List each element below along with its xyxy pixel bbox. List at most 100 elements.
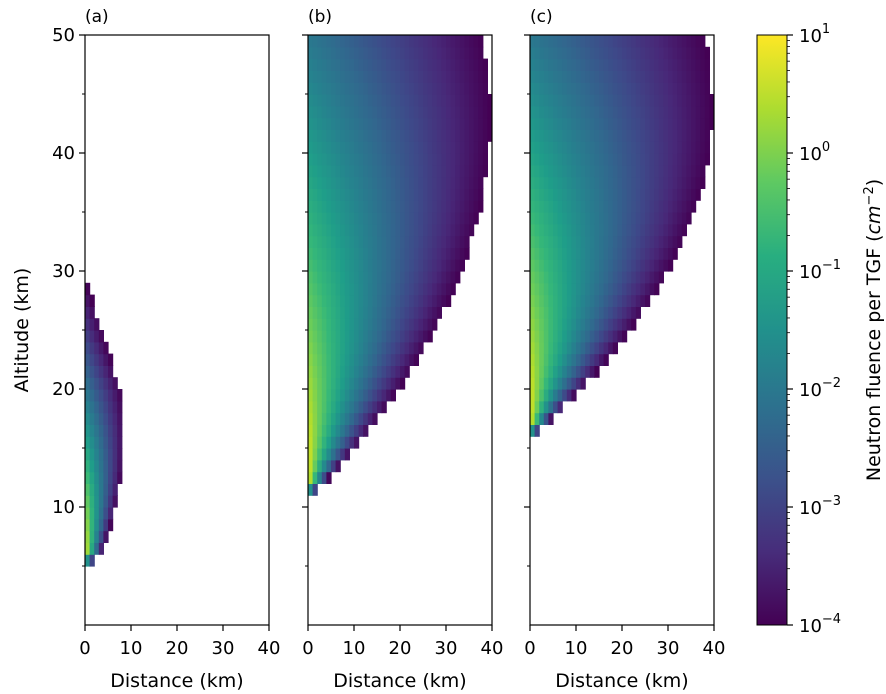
heatmap-cell — [331, 318, 337, 331]
heatmap-cell — [363, 164, 369, 178]
heatmap-cell — [566, 212, 572, 225]
heatmap-cell — [308, 412, 314, 425]
heatmap-cell — [640, 82, 646, 95]
heatmap-cell — [98, 400, 104, 414]
heatmap-cell — [668, 164, 674, 178]
heatmap-cell — [340, 82, 346, 95]
heatmap-cell — [640, 271, 646, 284]
heatmap-cell — [700, 129, 706, 142]
heatmap-cell — [543, 247, 549, 260]
heatmap-cell — [446, 94, 452, 107]
heatmap-cell — [436, 141, 442, 154]
heatmap-cell — [321, 259, 327, 272]
heatmap-cell — [539, 223, 545, 237]
heatmap-cell — [312, 318, 318, 331]
heatmap-cell — [413, 153, 419, 166]
heatmap-cell — [589, 200, 595, 213]
heatmap-cell — [478, 58, 484, 71]
heatmap-cell — [599, 82, 605, 95]
heatmap-cell — [640, 212, 646, 225]
heatmap-cell — [459, 188, 465, 201]
heatmap-cell — [585, 129, 591, 142]
heatmap-cell — [622, 212, 628, 225]
heatmap-cell — [335, 459, 341, 473]
heatmap-cell — [441, 271, 447, 284]
heatmap-cell — [626, 235, 632, 248]
heatmap-cell — [585, 365, 591, 378]
heatmap-cell — [640, 247, 646, 260]
heatmap-cell — [427, 176, 433, 189]
heatmap-cell — [89, 353, 95, 366]
heatmap-cell — [459, 129, 465, 142]
heatmap-cell — [562, 377, 568, 390]
heatmap-cell — [386, 117, 392, 130]
heatmap-cell — [668, 259, 674, 272]
heatmap-cell — [455, 141, 461, 154]
heatmap-cell — [344, 94, 350, 107]
heatmap-cell — [473, 141, 479, 154]
heatmap-cell — [695, 164, 701, 178]
heatmap-cell — [543, 306, 549, 319]
heatmap-cell — [622, 82, 628, 95]
heatmap-cell — [98, 495, 104, 508]
heatmap-cell — [645, 94, 651, 107]
heatmap-cell — [599, 176, 605, 189]
heatmap-cell — [317, 247, 323, 260]
heatmap-cell — [686, 141, 692, 154]
heatmap-cell — [543, 200, 549, 213]
heatmap-cell — [89, 518, 95, 532]
heatmap-cell — [349, 247, 355, 260]
heatmap-cell — [677, 105, 683, 119]
heatmap-cell — [367, 82, 373, 95]
heatmap-cell — [580, 153, 586, 166]
heatmap-cell — [363, 129, 369, 142]
heatmap-cell — [566, 188, 572, 201]
heatmap-cell — [566, 318, 572, 331]
heatmap-cell — [631, 46, 637, 60]
heatmap-cell — [409, 70, 415, 83]
heatmap-cell — [654, 129, 660, 142]
heatmap-cell — [530, 129, 536, 142]
heatmap-cell — [409, 164, 415, 178]
heatmap-cell — [441, 105, 447, 119]
heatmap-cell — [589, 365, 595, 378]
heatmap-cell — [534, 188, 540, 201]
heatmap-cell — [381, 70, 387, 83]
heatmap-cell — [640, 200, 646, 213]
heatmap-cell — [631, 164, 637, 178]
heatmap-cell — [608, 235, 614, 248]
heatmap-cell — [530, 212, 536, 225]
heatmap-cell — [413, 223, 419, 237]
heatmap-cell — [331, 330, 337, 343]
heatmap-cell — [548, 105, 554, 119]
heatmap-cell — [432, 105, 438, 119]
heatmap-cell — [478, 164, 484, 178]
heatmap-cell — [548, 353, 554, 366]
heatmap-cell — [645, 35, 651, 48]
heatmap-cell — [317, 471, 323, 484]
heatmap-cell — [672, 141, 678, 154]
heatmap-cell — [326, 188, 332, 201]
heatmap-cell — [557, 400, 563, 414]
heatmap-cell — [436, 282, 442, 296]
heatmap-cell — [557, 341, 563, 355]
heatmap-cell — [635, 117, 641, 130]
heatmap-cell — [640, 176, 646, 189]
heatmap-cell — [553, 200, 559, 213]
y-ticks-c — [524, 34, 530, 567]
heatmap-cell — [381, 141, 387, 154]
heatmap-cell — [326, 58, 332, 71]
heatmap-cell — [464, 141, 470, 154]
heatmap-cell — [553, 58, 559, 71]
heatmap-cell — [469, 129, 475, 142]
heatmap-cell — [358, 46, 364, 60]
heatmap-cell — [566, 330, 572, 343]
heatmap-cell — [427, 94, 433, 107]
heatmap-cell — [335, 412, 341, 425]
heatmap-cell — [358, 365, 364, 378]
heatmap-cell — [354, 400, 360, 414]
heatmap-cell — [344, 164, 350, 178]
heatmap-cell — [654, 176, 660, 189]
heatmap-cell — [363, 46, 369, 60]
heatmap-cell — [459, 247, 465, 260]
